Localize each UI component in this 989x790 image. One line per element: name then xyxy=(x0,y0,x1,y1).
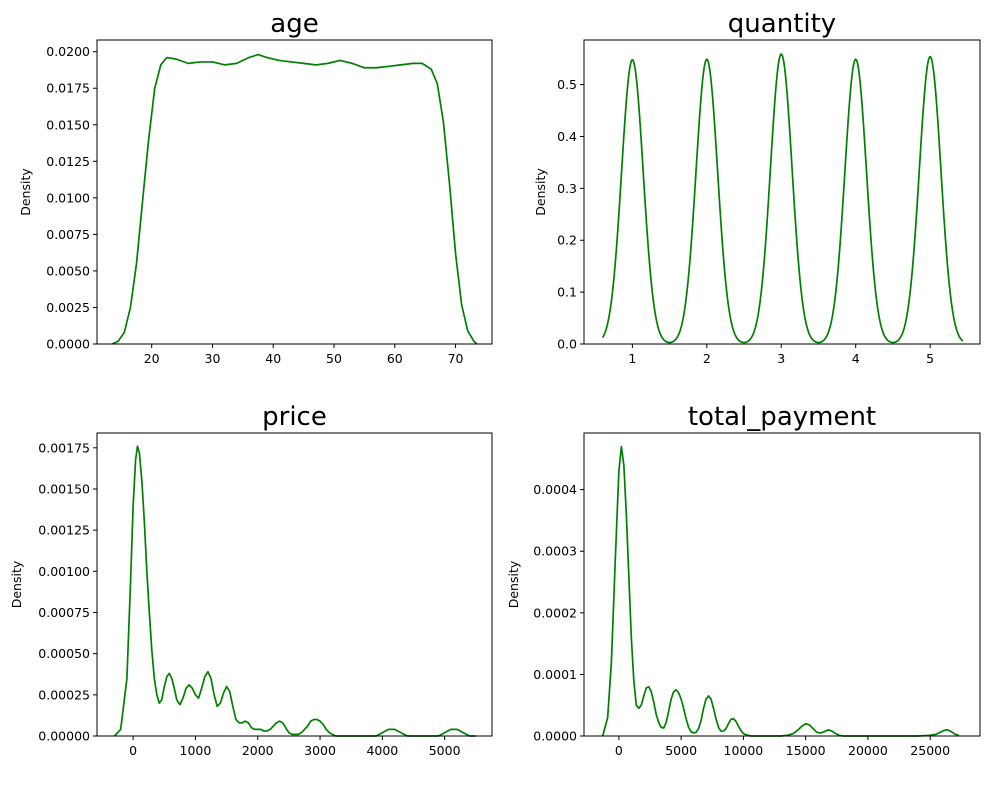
subplot-age: 20 30 40 50 60 70 0.0000 0.0025 0.0050 0.0075 0.01… xyxy=(18,9,493,366)
density-line xyxy=(111,53,478,345)
x-tick-label: 5000 xyxy=(665,743,697,758)
x-tick-label: 30 xyxy=(205,351,221,366)
subplot-quantity: 1 2 3 4 5 0.0 0.1 0.2 0.3 0.4 0.5 quantity Density xyxy=(533,9,981,366)
y-tick-label: 0.0004 xyxy=(533,482,577,497)
y-tick-label: 0.00075 xyxy=(38,605,90,620)
x-tick-label: 2 xyxy=(703,351,711,366)
y-tick-label: 0.0 xyxy=(557,337,577,352)
x-tick-label: 25000 xyxy=(910,743,950,758)
y-tick-label: 0.00150 xyxy=(38,481,90,496)
y-tick-label: 0.0050 xyxy=(46,263,90,278)
subplot-total-payment: 0 5000 10000 15000 20000 25000 0.0000 0.0001 0.0… xyxy=(506,402,981,758)
y-tick-label: 0.0000 xyxy=(533,729,577,744)
y-tick-label: 0.0100 xyxy=(46,190,90,205)
x-tick-label: 50 xyxy=(326,351,342,366)
x-tick-label: 5 xyxy=(926,351,934,366)
x-tick-label: 5000 xyxy=(429,743,461,758)
y-tick-label: 0.00175 xyxy=(38,440,90,455)
y-tick-label: 0.0003 xyxy=(533,544,577,559)
y-tick-label: 0.00050 xyxy=(38,646,90,661)
y-tick-label: 0.2 xyxy=(557,233,577,248)
axes-frame xyxy=(96,39,493,345)
y-axis-label: Density xyxy=(506,560,521,608)
y-tick-label: 0.00100 xyxy=(38,564,90,579)
density-line xyxy=(601,53,964,344)
x-tick-label: 4 xyxy=(852,351,860,366)
y-tick-label: 0.0002 xyxy=(533,605,577,620)
y-tick-label: 0.0200 xyxy=(46,44,90,59)
x-tick-label: 4000 xyxy=(366,743,398,758)
y-tick-label: 0.1 xyxy=(557,285,577,300)
subplot-title: quantity xyxy=(728,9,836,39)
y-axis-label: Density xyxy=(18,168,33,216)
y-tick-label: 0.0150 xyxy=(46,117,90,132)
subplot-title: age xyxy=(270,9,318,39)
x-tick-label: 3000 xyxy=(304,743,336,758)
x-tick-label: 60 xyxy=(387,351,403,366)
x-tick-label: 0 xyxy=(129,743,137,758)
y-tick-label: 0.0000 xyxy=(46,337,90,352)
x-tick-label: 40 xyxy=(265,351,281,366)
x-tick-label: 20000 xyxy=(848,743,888,758)
y-tick-label: 0.0025 xyxy=(46,300,90,315)
y-axis-label: Density xyxy=(9,560,24,608)
x-tick-label: 3 xyxy=(777,351,785,366)
axes-frame xyxy=(583,39,981,345)
y-tick-label: 0.5 xyxy=(557,77,577,92)
y-tick-label: 0.00000 xyxy=(38,729,90,744)
y-axis-label: Density xyxy=(533,168,548,216)
subplot-title: total_payment xyxy=(688,402,876,432)
density-line xyxy=(601,445,960,737)
axes-frame xyxy=(583,432,981,737)
y-tick-label: 0.0001 xyxy=(533,667,577,682)
x-tick-label: 0 xyxy=(615,743,623,758)
y-tick-label: 0.0125 xyxy=(46,154,90,169)
x-tick-label: 2000 xyxy=(242,743,274,758)
y-tick-label: 0.00125 xyxy=(38,523,90,538)
x-tick-label: 15000 xyxy=(786,743,826,758)
x-tick-label: 20 xyxy=(144,351,160,366)
x-tick-label: 1 xyxy=(628,351,636,366)
y-tick-label: 0.4 xyxy=(557,129,577,144)
axes-frame xyxy=(96,432,493,737)
y-tick-label: 0.0075 xyxy=(46,227,90,242)
y-tick-label: 0.3 xyxy=(557,181,577,196)
x-tick-label: 70 xyxy=(448,351,464,366)
subplot-title: price xyxy=(262,402,327,432)
density-line xyxy=(113,445,476,737)
subplot-price: 0 1000 2000 3000 4000 5000 0.00000 0.00025 0.000… xyxy=(9,402,493,758)
x-tick-label: 1000 xyxy=(180,743,212,758)
y-tick-label: 0.00025 xyxy=(38,687,90,702)
x-tick-label: 10000 xyxy=(724,743,764,758)
y-tick-label: 0.0175 xyxy=(46,81,90,96)
